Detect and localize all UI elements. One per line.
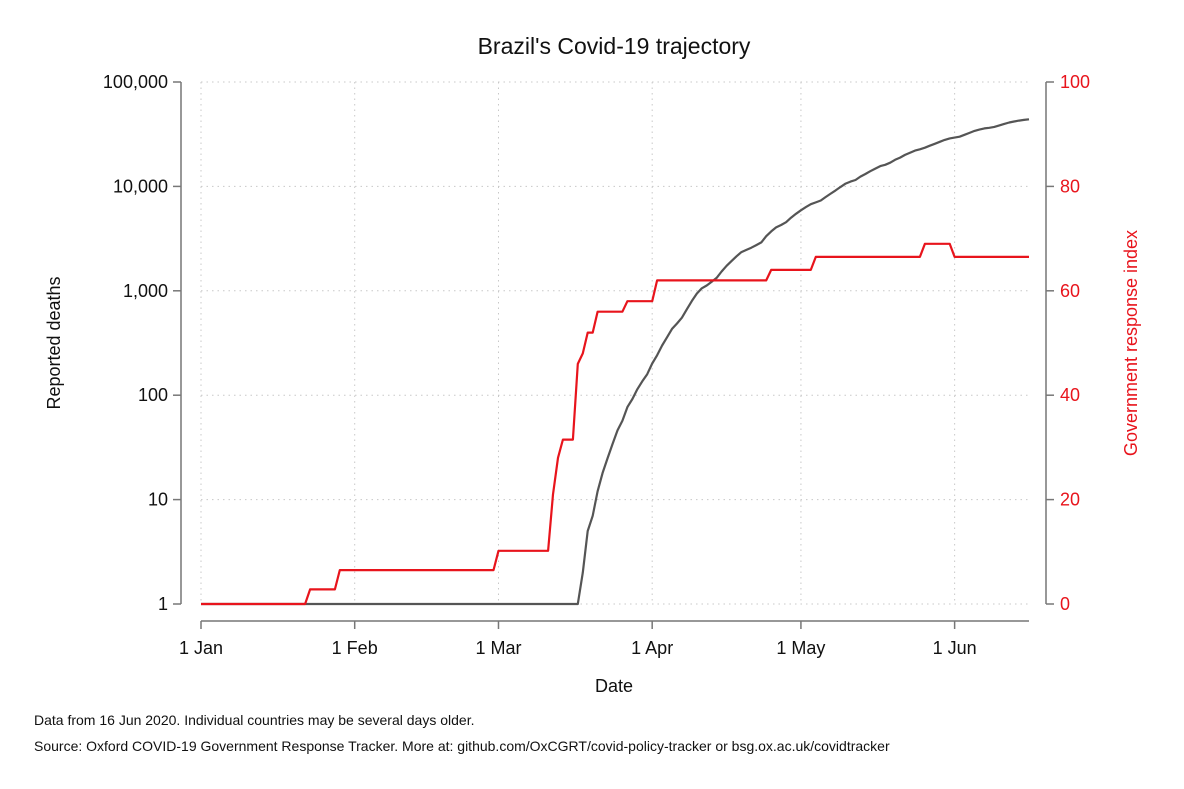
data-date-note: Data from 16 Jun 2020. Individual countr…: [34, 712, 475, 728]
y-left-tick-label: 1,000: [123, 281, 168, 301]
x-tick-label: 1 Jan: [179, 638, 223, 658]
y-left-tick-label: 100,000: [103, 72, 168, 92]
y-right-tick-label: 60: [1060, 281, 1080, 301]
y-right-tick-label: 80: [1060, 176, 1080, 196]
x-tick-label: 1 May: [776, 638, 825, 658]
x-tick-label: 1 Feb: [332, 638, 378, 658]
y-right-tick-label: 40: [1060, 385, 1080, 405]
x-tick-label: 1 Apr: [631, 638, 673, 658]
y-right-tick-label: 20: [1060, 490, 1080, 510]
x-axis-label: Date: [595, 676, 633, 696]
y-right-tick-label: 100: [1060, 72, 1090, 92]
x-tick-label: 1 Jun: [933, 638, 977, 658]
series-lines: [201, 118, 1030, 606]
chart: 1 10 100 1,000 10,000 100,000 0 20 40 60 80 100 1 Ja…: [44, 33, 1141, 696]
y-left-tick-label: 1: [158, 594, 168, 614]
y-left-tick-label: 100: [138, 385, 168, 405]
axes: 1 10 100 1,000 10,000 100,000 0 20 40 60 80 100 1 Ja…: [103, 72, 1090, 658]
chart-title: Brazil's Covid-19 trajectory: [478, 33, 751, 59]
x-tick-label: 1 Mar: [475, 638, 521, 658]
y-axis-left-label: Reported deaths: [44, 276, 64, 409]
y-left-tick-label: 10,000: [113, 176, 168, 196]
grid: [200, 81, 1029, 605]
source-note: Source: Oxford COVID-19 Government Respo…: [34, 738, 890, 754]
y-right-tick-label: 0: [1060, 594, 1070, 614]
y-axis-right-label: Government response index: [1121, 230, 1141, 456]
deaths-series-line: [201, 118, 1030, 606]
y-left-tick-label: 10: [148, 490, 168, 510]
response-index-series-line: [201, 242, 1029, 606]
